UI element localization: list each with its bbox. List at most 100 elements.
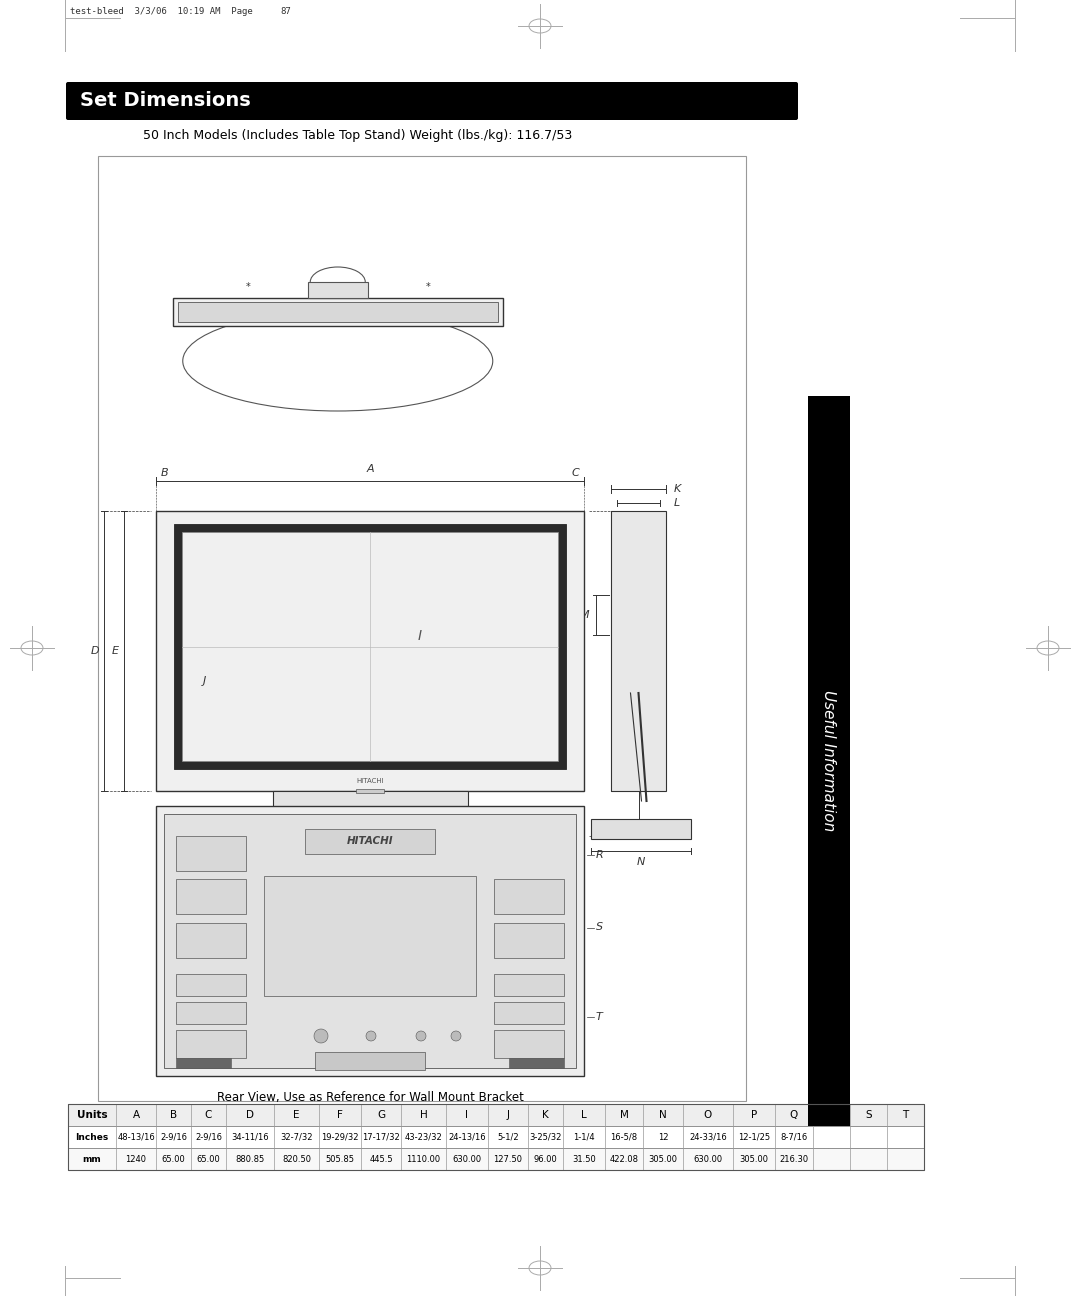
Text: A: A xyxy=(133,1109,139,1120)
Bar xyxy=(173,298,503,327)
Text: D: D xyxy=(91,645,99,656)
Text: P: P xyxy=(751,1109,757,1120)
Text: P: P xyxy=(315,763,322,772)
Text: 96.00: 96.00 xyxy=(534,1155,557,1164)
Bar xyxy=(494,923,564,958)
Text: T: T xyxy=(596,1012,603,1021)
Bar xyxy=(356,789,384,793)
Text: 127.50: 127.50 xyxy=(494,1155,523,1164)
Text: Set Dimensions: Set Dimensions xyxy=(80,92,251,110)
Text: K: K xyxy=(674,483,681,494)
Text: 87: 87 xyxy=(280,6,291,16)
Text: E: E xyxy=(294,1109,300,1120)
Text: 305.00: 305.00 xyxy=(740,1155,769,1164)
Text: B: B xyxy=(161,468,168,478)
Bar xyxy=(494,1002,564,1024)
Text: R: R xyxy=(828,1109,835,1120)
Bar xyxy=(68,1104,924,1126)
Bar xyxy=(509,1058,564,1068)
Text: N: N xyxy=(659,1109,666,1120)
Text: 630.00: 630.00 xyxy=(453,1155,482,1164)
Text: 630.00: 630.00 xyxy=(693,1155,723,1164)
Text: B: B xyxy=(170,1109,177,1120)
Text: F: F xyxy=(337,1109,343,1120)
Bar xyxy=(68,1148,924,1170)
Circle shape xyxy=(366,1032,376,1041)
Bar xyxy=(611,511,666,791)
Text: K: K xyxy=(542,1109,549,1120)
Bar xyxy=(308,283,368,298)
Text: 505.85: 505.85 xyxy=(325,1155,354,1164)
Text: Q: Q xyxy=(789,1109,798,1120)
Bar xyxy=(156,511,584,791)
Bar xyxy=(176,975,246,997)
Text: *: * xyxy=(245,283,251,292)
Bar xyxy=(315,1052,426,1070)
Text: H: H xyxy=(420,1109,428,1120)
Bar xyxy=(98,156,746,1102)
Text: test-bleed  3/3/06  10:19 AM  Page: test-bleed 3/3/06 10:19 AM Page xyxy=(70,6,253,16)
Text: 1240: 1240 xyxy=(125,1155,147,1164)
Text: J: J xyxy=(507,1109,510,1120)
Text: L: L xyxy=(674,498,680,508)
Text: HITACHI: HITACHI xyxy=(356,778,383,784)
Text: HITACHI: HITACHI xyxy=(347,836,393,846)
Text: T: T xyxy=(903,1109,908,1120)
Text: A: A xyxy=(366,464,374,474)
Text: 12-1/25: 12-1/25 xyxy=(738,1133,770,1142)
Text: E: E xyxy=(112,645,119,656)
Text: C: C xyxy=(571,468,579,478)
Text: 34-11/16: 34-11/16 xyxy=(231,1133,269,1142)
Bar xyxy=(272,791,468,836)
Text: R: R xyxy=(596,850,604,859)
Text: 422.08: 422.08 xyxy=(609,1155,638,1164)
Text: 24-33/16: 24-33/16 xyxy=(689,1133,727,1142)
Text: 820.50: 820.50 xyxy=(282,1155,311,1164)
Text: D: D xyxy=(194,763,203,772)
Bar xyxy=(156,806,584,1076)
Bar xyxy=(176,1030,246,1058)
Bar xyxy=(176,836,246,871)
Text: 50 Inch Models (Includes Table Top Stand) Weight (lbs./kg): 116.7/53: 50 Inch Models (Includes Table Top Stand… xyxy=(143,130,572,143)
Bar xyxy=(264,876,476,997)
Bar xyxy=(68,1126,924,1148)
Text: 48-13/16: 48-13/16 xyxy=(117,1133,154,1142)
Text: Inches: Inches xyxy=(76,1133,109,1142)
Text: H: H xyxy=(644,669,652,679)
Text: 61: 61 xyxy=(821,1140,837,1153)
Text: I: I xyxy=(418,630,422,644)
Text: F: F xyxy=(367,858,374,868)
Text: 2-9/16: 2-9/16 xyxy=(160,1133,187,1142)
Text: M: M xyxy=(579,610,589,619)
Text: 17-17/32: 17-17/32 xyxy=(362,1133,400,1142)
Bar xyxy=(494,879,564,914)
Text: 43-23/32: 43-23/32 xyxy=(405,1133,443,1142)
Bar xyxy=(183,531,558,761)
Text: J: J xyxy=(202,677,205,686)
Bar xyxy=(305,829,435,854)
Text: 12: 12 xyxy=(658,1133,669,1142)
Text: G: G xyxy=(377,1109,386,1120)
Bar xyxy=(176,1058,231,1068)
Bar xyxy=(164,814,576,1068)
Text: Rear View, Use as Reference for Wall Mount Bracket: Rear View, Use as Reference for Wall Mou… xyxy=(217,1091,524,1104)
Text: 8-7/16: 8-7/16 xyxy=(781,1133,808,1142)
Text: M: M xyxy=(620,1109,629,1120)
Text: 2-9/16: 2-9/16 xyxy=(195,1133,222,1142)
Text: 1110.00: 1110.00 xyxy=(406,1155,441,1164)
FancyBboxPatch shape xyxy=(66,82,798,121)
Text: N: N xyxy=(637,857,645,867)
Text: 216.30: 216.30 xyxy=(780,1155,809,1164)
Text: 305.00: 305.00 xyxy=(648,1155,677,1164)
Text: C: C xyxy=(205,1109,212,1120)
Text: 65.00: 65.00 xyxy=(197,1155,220,1164)
Text: 32-7/32: 32-7/32 xyxy=(280,1133,313,1142)
Text: 31.50: 31.50 xyxy=(572,1155,596,1164)
Text: 16-5/8: 16-5/8 xyxy=(610,1133,637,1142)
Text: Q: Q xyxy=(417,763,426,772)
Text: S: S xyxy=(865,1109,872,1120)
Bar xyxy=(494,1030,564,1058)
Text: 880.85: 880.85 xyxy=(235,1155,265,1164)
Text: Units: Units xyxy=(77,1109,107,1120)
Bar xyxy=(176,879,246,914)
